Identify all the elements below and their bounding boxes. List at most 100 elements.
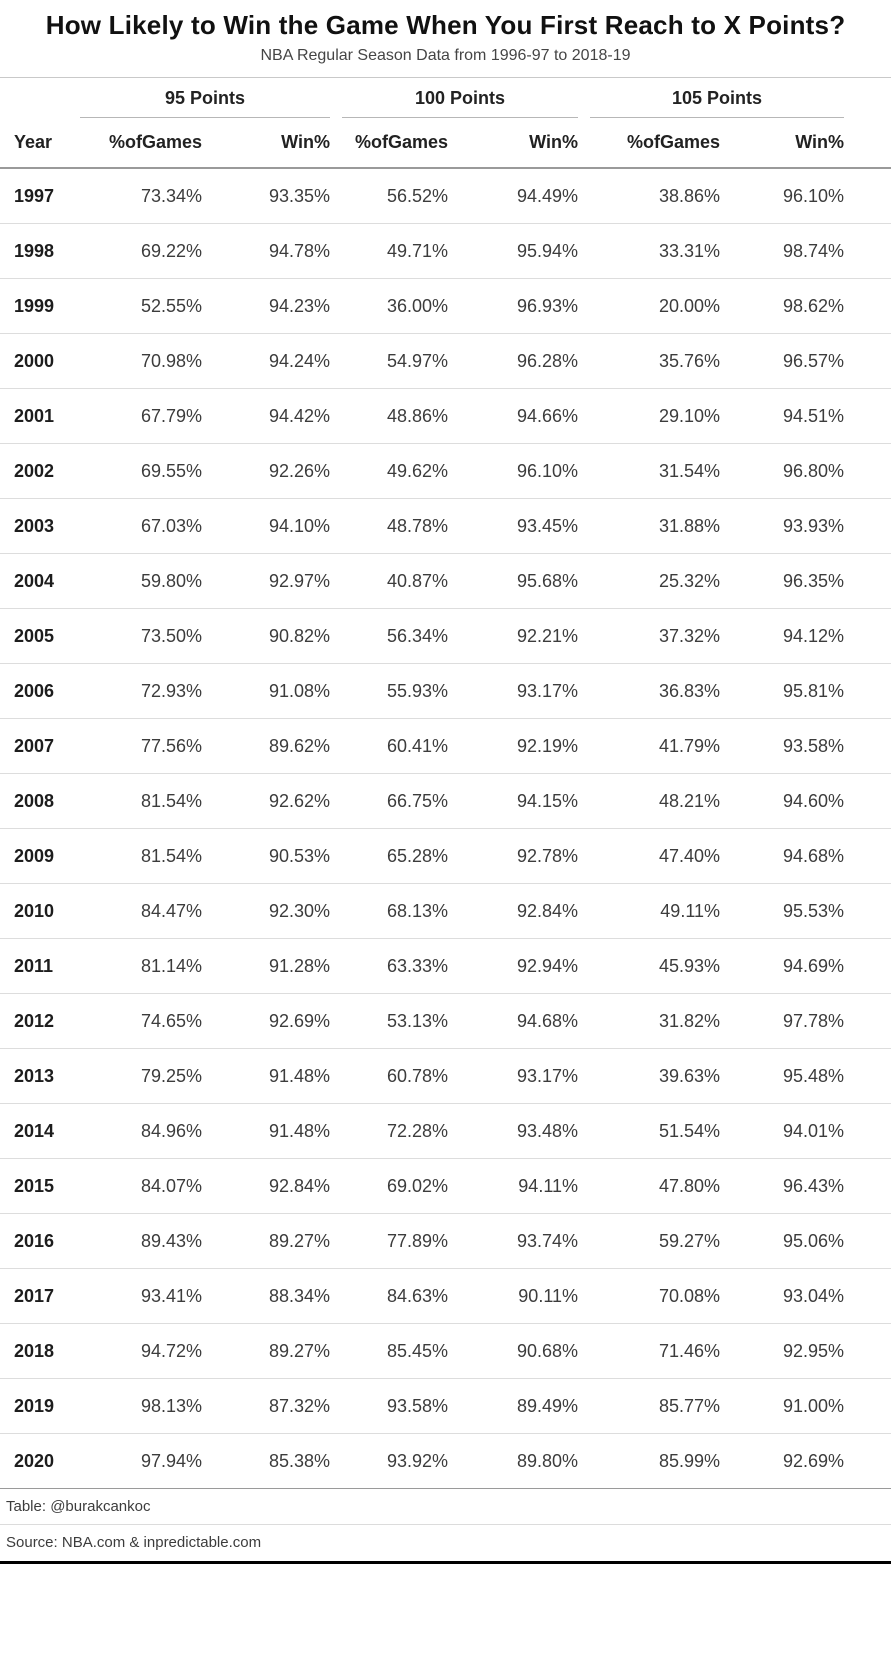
data-cell: 98.13% [80,1378,202,1434]
data-cell: 81.54% [80,773,202,829]
data-cell: 92.19% [448,718,579,774]
table-row: 2007 77.56% 89.62% 60.41% 92.19% 41.79% 93.58% [0,718,891,774]
year-cell: 2012 [0,993,80,1049]
data-cell: 93.17% [448,1048,579,1104]
spanner-95-points: 95 Points [80,78,330,118]
data-cell: 66.75% [330,773,448,829]
column-header-win-105: Win% [720,118,891,169]
year-cell: 2017 [0,1268,80,1324]
year-cell: 2008 [0,773,80,829]
data-cell: 92.84% [202,1158,330,1214]
data-cell: 94.23% [202,278,330,334]
data-cell: 70.98% [80,333,202,389]
table-row: 1999 52.55% 94.23% 36.00% 96.93% 20.00% 98.62% [0,278,891,334]
data-cell: 73.34% [80,168,202,224]
data-cell: 47.80% [578,1158,721,1214]
data-cell: 51.54% [578,1103,721,1159]
data-cell: 92.69% [202,993,330,1049]
data-cell: 37.32% [578,608,721,664]
data-cell: 79.25% [80,1048,202,1104]
data-cell: 63.33% [330,938,448,994]
data-cell: 77.56% [80,718,202,774]
data-cell: 94.51% [720,388,891,444]
data-cell: 39.63% [578,1048,721,1104]
data-cell: 95.81% [720,663,891,719]
year-cell: 2005 [0,608,80,664]
data-cell: 94.10% [202,498,330,554]
data-cell: 92.94% [448,938,579,994]
data-cell: 84.63% [330,1268,448,1324]
data-cell: 33.31% [578,223,721,279]
data-cell: 94.15% [448,773,579,829]
table-row: 2000 70.98% 94.24% 54.97% 96.28% 35.76% 96.57% [0,333,891,389]
data-cell: 90.11% [448,1268,579,1324]
data-cell: 93.92% [330,1433,448,1489]
data-cell: 89.43% [80,1213,202,1269]
page-subtitle: NBA Regular Season Data from 1996-97 to … [0,43,891,78]
data-cell: 59.80% [80,553,202,609]
table-row: 2002 69.55% 92.26% 49.62% 96.10% 31.54% 96.80% [0,443,891,499]
data-cell: 56.52% [330,168,448,224]
data-cell: 48.78% [330,498,448,554]
table-row: 2017 93.41% 88.34% 84.63% 90.11% 70.08% 93.04% [0,1268,891,1324]
data-cell: 96.10% [448,443,579,499]
data-cell: 92.97% [202,553,330,609]
data-cell: 95.53% [720,883,891,939]
page-title: How Likely to Win the Game When You Firs… [45,10,846,40]
table-container: How Likely to Win the Game When You Firs… [0,10,891,1564]
data-cell: 29.10% [578,388,721,444]
table-row: 2015 84.07% 92.84% 69.02% 94.11% 47.80% 96.43% [0,1158,891,1214]
table-row: 2008 81.54% 92.62% 66.75% 94.15% 48.21% 94.60% [0,773,891,829]
column-header-win-100: Win% [448,118,579,169]
footnote-source: Source: NBA.com & inpredictable.com [6,1534,262,1551]
column-header-row: Year %ofGames Win% %ofGames Win% %ofGame… [0,118,891,169]
table-body: 1997 73.34% 93.35% 56.52% 94.49% 38.86% 96.10%… [0,168,891,1489]
data-cell: 98.74% [720,223,891,279]
table-row: 2001 67.79% 94.42% 48.86% 94.66% 29.10% 94.51% [0,388,891,444]
year-cell: 2011 [0,938,80,994]
data-cell: 84.07% [80,1158,202,1214]
year-cell: 2006 [0,663,80,719]
data-cell: 87.32% [202,1378,330,1434]
data-cell: 60.78% [330,1048,448,1104]
spanner-label: 95 Points [80,88,330,118]
data-cell: 93.45% [448,498,579,554]
table-row: 2010 84.47% 92.30% 68.13% 92.84% 49.11% 95.53% [0,883,891,939]
data-cell: 48.21% [578,773,721,829]
data-cell: 91.48% [202,1103,330,1159]
data-cell: 93.58% [330,1378,448,1434]
year-cell: 2009 [0,828,80,884]
data-cell: 94.42% [202,388,330,444]
year-cell: 2019 [0,1378,80,1434]
data-cell: 93.35% [202,168,330,224]
data-cell: 94.60% [720,773,891,829]
data-cell: 31.82% [578,993,721,1049]
data-cell: 94.66% [448,388,579,444]
data-cell: 53.13% [330,993,448,1049]
column-header-win-95: Win% [202,118,330,169]
data-cell: 95.06% [720,1213,891,1269]
data-cell: 67.79% [80,388,202,444]
data-cell: 89.80% [448,1433,579,1489]
data-cell: 92.69% [720,1433,891,1489]
column-header-pctgames-95: %ofGames [80,118,202,169]
data-cell: 85.99% [578,1433,721,1489]
data-cell: 90.68% [448,1323,579,1379]
year-cell: 2014 [0,1103,80,1159]
data-cell: 94.72% [80,1323,202,1379]
data-cell: 90.53% [202,828,330,884]
data-cell: 95.94% [448,223,579,279]
data-cell: 91.08% [202,663,330,719]
data-cell: 65.28% [330,828,448,884]
data-cell: 40.87% [330,553,448,609]
data-cell: 97.78% [720,993,891,1049]
footnote-table-credit: Table: @burakcankoc [0,1489,891,1525]
data-cell: 94.78% [202,223,330,279]
data-cell: 69.22% [80,223,202,279]
data-cell: 93.17% [448,663,579,719]
spanner-label: 105 Points [590,88,845,118]
data-cell: 36.83% [578,663,721,719]
stats-table: 95 Points 100 Points 105 Points Year %of… [0,78,891,1489]
data-cell: 89.27% [202,1213,330,1269]
data-cell: 93.93% [720,498,891,554]
